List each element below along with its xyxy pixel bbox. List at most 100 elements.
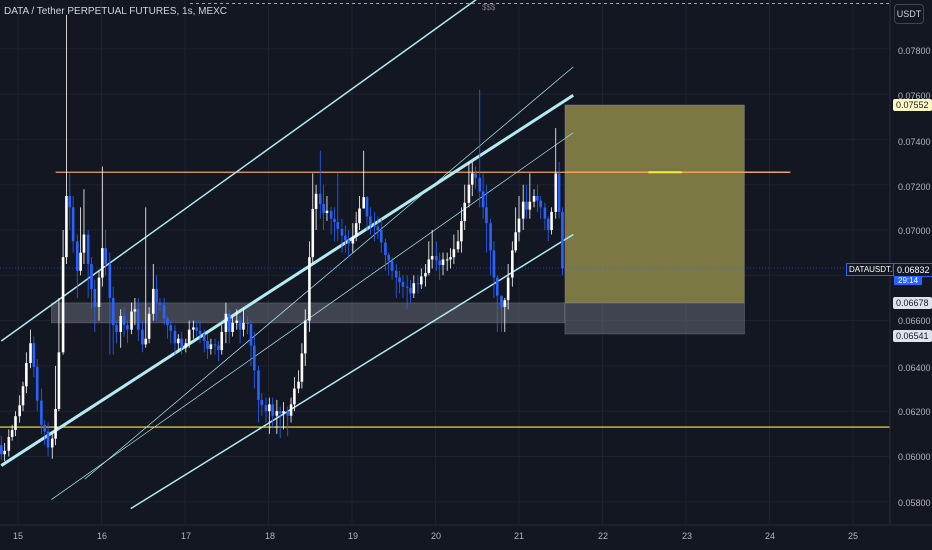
candle-body <box>136 309 140 330</box>
candle-body <box>495 277 499 296</box>
candle-body <box>379 230 383 243</box>
candle-body <box>115 325 118 332</box>
candle-body <box>336 222 340 229</box>
candle-body <box>478 177 482 192</box>
candle-body <box>514 232 517 251</box>
candle-body <box>532 196 536 202</box>
price-tick: 0.06200 <box>898 407 931 417</box>
candle-body <box>227 313 231 332</box>
candle-body <box>528 201 532 210</box>
date-tick: 15 <box>12 531 24 541</box>
candle-body <box>90 263 93 289</box>
bar-countdown: 29:14 <box>894 276 923 285</box>
candle-body <box>122 316 126 326</box>
candle-body <box>54 408 57 439</box>
candle-body <box>195 327 198 331</box>
horizontal-lines <box>0 3 890 428</box>
candle-body <box>460 220 463 242</box>
candle-body <box>242 322 245 330</box>
candle-body <box>32 343 36 367</box>
candle-body <box>297 381 300 389</box>
candle-body <box>517 218 521 233</box>
candle-body <box>177 338 180 344</box>
candle-body <box>405 286 409 288</box>
candle-body <box>213 344 217 346</box>
symbol-title[interactable]: DATA / Tether PERPETUAL FUTURES, 1s, MEX… <box>4 6 228 17</box>
candle-body <box>104 248 107 264</box>
candle-body <box>311 208 315 258</box>
chart-zones <box>51 104 745 335</box>
candle-body <box>358 208 361 224</box>
candle-body <box>97 277 101 308</box>
channel-line <box>84 66 574 480</box>
candle-body <box>420 276 423 285</box>
candle-body <box>303 320 307 354</box>
candle-body <box>557 173 561 212</box>
candle-body <box>93 288 97 308</box>
candle-body <box>500 295 503 308</box>
candle-body <box>278 411 282 414</box>
candle-body <box>246 322 249 324</box>
candle-body <box>289 404 293 416</box>
price-tick: 0.07600 <box>898 91 931 101</box>
candle-body <box>3 450 6 455</box>
candle-body <box>470 173 474 185</box>
candle-body <box>147 313 151 339</box>
candle-body <box>46 431 50 448</box>
candle-body <box>463 202 467 221</box>
candle-body <box>536 196 539 201</box>
candle-body <box>162 304 166 319</box>
candle-body <box>511 250 514 278</box>
candle-body <box>344 235 347 241</box>
candle-body <box>65 196 68 258</box>
candle-body <box>79 252 82 271</box>
candle-body <box>492 250 496 278</box>
candle-body <box>257 370 260 400</box>
date-tick: 23 <box>681 531 693 541</box>
candle-body <box>158 302 162 305</box>
date-tick: 17 <box>180 531 192 541</box>
candle-body <box>506 277 510 301</box>
price-tick: 0.07800 <box>898 46 931 56</box>
target-price-tag: 0.07552 <box>893 99 932 111</box>
candle-body <box>384 242 387 255</box>
candle-body <box>82 234 86 253</box>
price-tick: 0.07400 <box>898 137 931 147</box>
candle-body <box>133 309 137 312</box>
candle-body <box>249 323 253 346</box>
date-tick: 21 <box>513 531 525 541</box>
candle-body <box>438 260 441 266</box>
candle-body <box>329 210 333 219</box>
candle-body <box>217 345 220 351</box>
candle-body <box>412 283 416 294</box>
candle-body <box>166 318 169 326</box>
candle-body <box>57 352 61 409</box>
candle-body <box>416 283 420 285</box>
candle-body <box>130 311 133 330</box>
candle-body <box>449 257 452 260</box>
candle-body <box>155 288 158 303</box>
current-price-tag: 0.06832 <box>893 263 932 277</box>
candle-body <box>253 345 256 371</box>
candle-body <box>141 329 144 345</box>
date-tick: 19 <box>347 531 359 541</box>
candle-body <box>333 218 336 223</box>
entry-price-tag: 0.06678 <box>893 297 932 309</box>
candle-body <box>325 210 329 214</box>
alert-marker[interactable]: $$$ <box>482 3 496 12</box>
candle-body <box>209 344 213 349</box>
candle-body <box>50 438 54 448</box>
candle-body <box>546 218 550 230</box>
candle-body <box>235 320 239 323</box>
candle-body <box>398 277 401 283</box>
candle-body <box>144 338 148 345</box>
candle-body <box>503 300 507 308</box>
candle-body <box>101 248 104 278</box>
currency-button[interactable]: USDT <box>894 4 924 24</box>
candle-body <box>365 197 369 217</box>
candle-body <box>474 173 477 178</box>
candle-body <box>29 343 32 363</box>
candle-body <box>373 225 376 227</box>
